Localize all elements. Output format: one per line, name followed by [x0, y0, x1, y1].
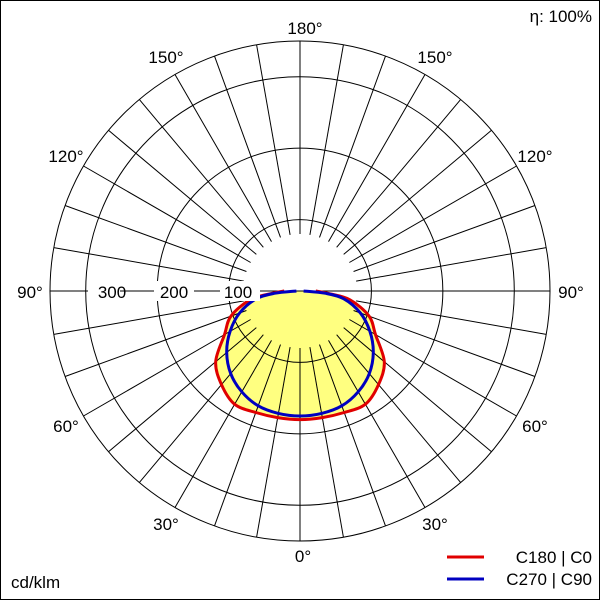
grid-spoke-170-left — [256, 44, 291, 235]
curve-layer — [214, 289, 386, 422]
grid-spoke-70-left — [64, 310, 247, 377]
grid-spoke-120-left — [83, 165, 251, 263]
angle-label-0: 0° — [295, 547, 311, 566]
grid-spoke-130-right — [343, 129, 492, 255]
grid-spoke-110-left — [64, 205, 247, 272]
grid-spoke-140-left — [138, 99, 264, 248]
grid-spoke-80-left — [53, 300, 244, 335]
angle-label-90-left: 90° — [17, 283, 43, 302]
angle-label-30-left: 30° — [153, 515, 179, 534]
angle-label-150-right: 150° — [417, 48, 452, 67]
grid-spoke-150-left — [174, 74, 272, 242]
angle-label-120-left: 120° — [48, 147, 83, 166]
radial-tick-label-300: 300 — [98, 283, 126, 302]
radial-tick-label-100: 100 — [224, 283, 252, 302]
grid-spoke-160-left — [214, 55, 281, 238]
efficiency-label: η: 100% — [530, 7, 592, 26]
grid-spoke-100-right — [356, 247, 547, 282]
grid-spoke-20-left — [214, 344, 281, 527]
radial-tick-label-bg-100 — [220, 281, 260, 301]
grid-spoke-40-right — [336, 334, 462, 483]
angle-label-120-right: 120° — [517, 147, 552, 166]
grid-spoke-70-right — [353, 310, 536, 377]
grid-spoke-170-right — [309, 44, 344, 235]
grid-spoke-130-left — [108, 129, 257, 255]
grid-spoke-10-left — [256, 347, 291, 538]
grid-spoke-30-left — [174, 340, 272, 508]
grid-spoke-50-right — [343, 327, 492, 453]
polar-grid — [49, 40, 551, 542]
angle-label-30-right: 30° — [422, 515, 448, 534]
angle-label-180: 180° — [287, 19, 322, 38]
grid-spoke-40-left — [138, 334, 264, 483]
grid-spoke-30-right — [328, 340, 426, 508]
legend-label-c180-c0: C180 | C0 — [516, 548, 592, 567]
angle-label-60-left: 60° — [53, 417, 79, 436]
legend-label-c270-c90: C270 | C90 — [506, 570, 592, 589]
grid-spoke-110-right — [353, 205, 536, 272]
legend: C180 | C0 C270 | C90 — [447, 548, 592, 589]
units-label: cd/klm — [11, 573, 60, 592]
label-layer: η: 100% cd/klm 180° 150° 150° 120° 120° … — [11, 7, 592, 592]
angle-label-150-left: 150° — [148, 48, 183, 67]
angle-label-60-right: 60° — [522, 417, 548, 436]
radial-tick-label-200: 200 — [160, 283, 188, 302]
grid-spoke-150-right — [328, 74, 426, 242]
grid-spoke-120-right — [349, 165, 517, 263]
grid-spoke-160-right — [319, 55, 386, 238]
grid-spoke-100-left — [53, 247, 244, 282]
grid-spoke-80-right — [356, 300, 547, 335]
grid-spoke-140-right — [336, 99, 462, 248]
angle-label-90-right: 90° — [558, 283, 584, 302]
series-line-c180-c0 — [214, 289, 386, 422]
radial-tick-label-bg-300 — [88, 281, 120, 301]
grid-spoke-20-right — [319, 344, 386, 527]
grid-spoke-50-left — [108, 327, 257, 453]
grid-spoke-10-right — [309, 347, 344, 538]
radial-tick-label-bg-200 — [154, 281, 194, 301]
